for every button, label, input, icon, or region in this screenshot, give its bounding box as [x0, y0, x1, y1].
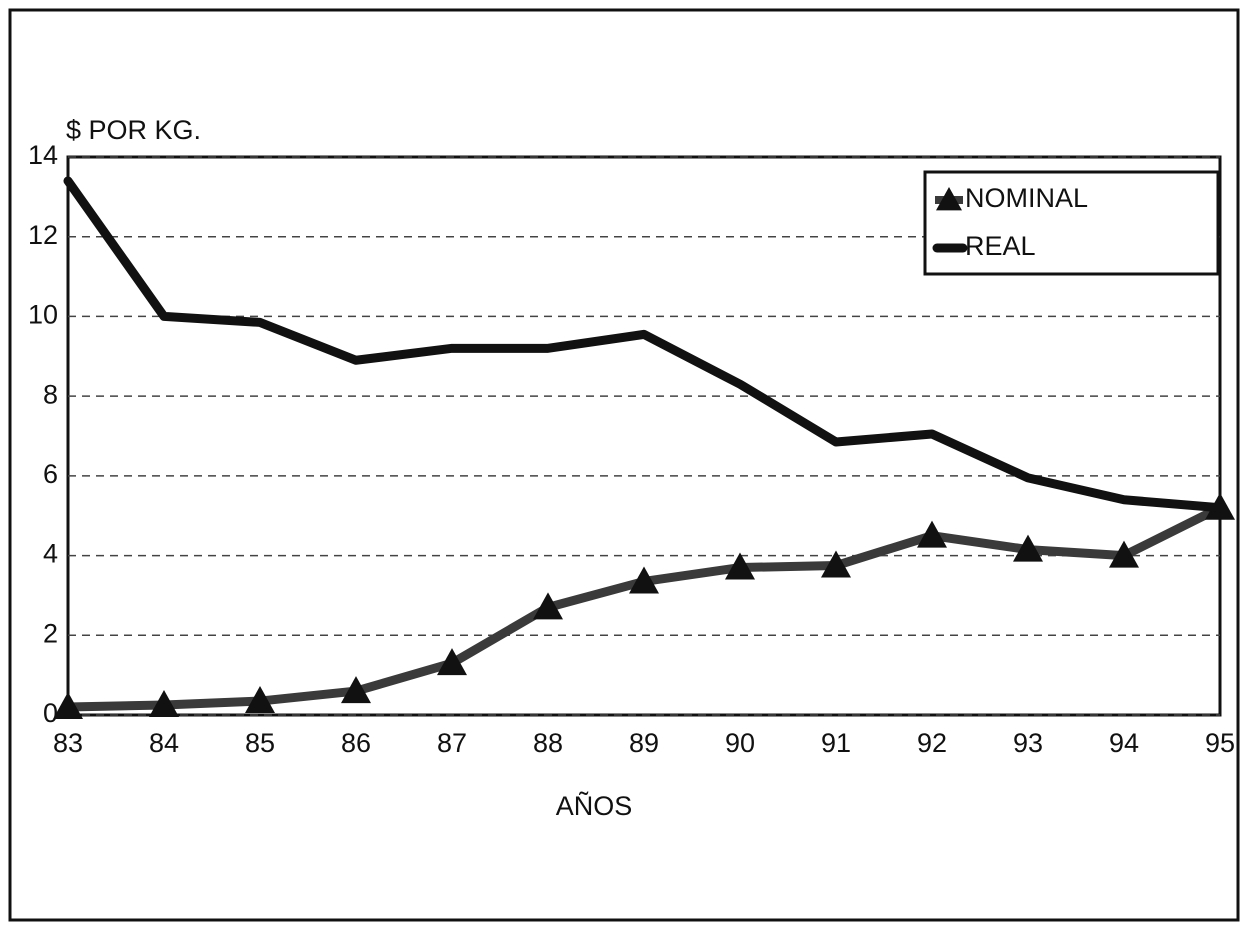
y-tick-label: 10 — [28, 300, 58, 330]
point-marker — [629, 566, 659, 594]
point-marker — [341, 676, 371, 704]
point-marker — [1013, 534, 1043, 562]
legend-label: REAL — [965, 231, 1036, 261]
series-line — [63, 503, 1225, 712]
y-tick-label: 12 — [28, 220, 58, 250]
x-tick-label: 85 — [245, 728, 275, 758]
frame — [8, 8, 1240, 922]
legend-label: NOMINAL — [965, 183, 1088, 213]
point-marker — [725, 552, 755, 580]
series-line — [63, 176, 1225, 513]
y-tick-label: 14 — [28, 140, 58, 170]
y-tick-label: 2 — [43, 618, 58, 648]
x-tick-label: 84 — [149, 728, 179, 758]
y-tick-label: 4 — [43, 539, 58, 569]
legend-marker — [936, 187, 962, 211]
x-tick-label: 90 — [725, 728, 755, 758]
legend-box — [923, 170, 1220, 276]
y-tick-label: 0 — [43, 698, 58, 728]
x-tick-label: 87 — [437, 728, 467, 758]
point-marker — [437, 648, 467, 676]
x-tick-label: 89 — [629, 728, 659, 758]
y-tick-label: 6 — [43, 459, 58, 489]
point-marker — [245, 686, 275, 714]
x-tick-label: 93 — [1013, 728, 1043, 758]
point-marker — [53, 692, 83, 720]
x-tick-label: 95 — [1205, 728, 1235, 758]
x-tick-label: 91 — [821, 728, 851, 758]
x-axis-label: AÑOS — [556, 790, 633, 821]
y-tick-label: 8 — [43, 379, 58, 409]
point-marker — [533, 592, 563, 620]
x-tick-label: 86 — [341, 728, 371, 758]
x-tick-label: 88 — [533, 728, 563, 758]
x-tick-label: 94 — [1109, 728, 1139, 758]
x-tick-label: 83 — [53, 728, 83, 758]
point-marker — [821, 550, 851, 578]
x-tick-label: 92 — [917, 728, 947, 758]
point-marker — [149, 690, 179, 718]
y-axis-label: $ POR KG. — [66, 115, 201, 145]
point-marker — [1109, 540, 1139, 568]
point-marker — [917, 520, 947, 548]
